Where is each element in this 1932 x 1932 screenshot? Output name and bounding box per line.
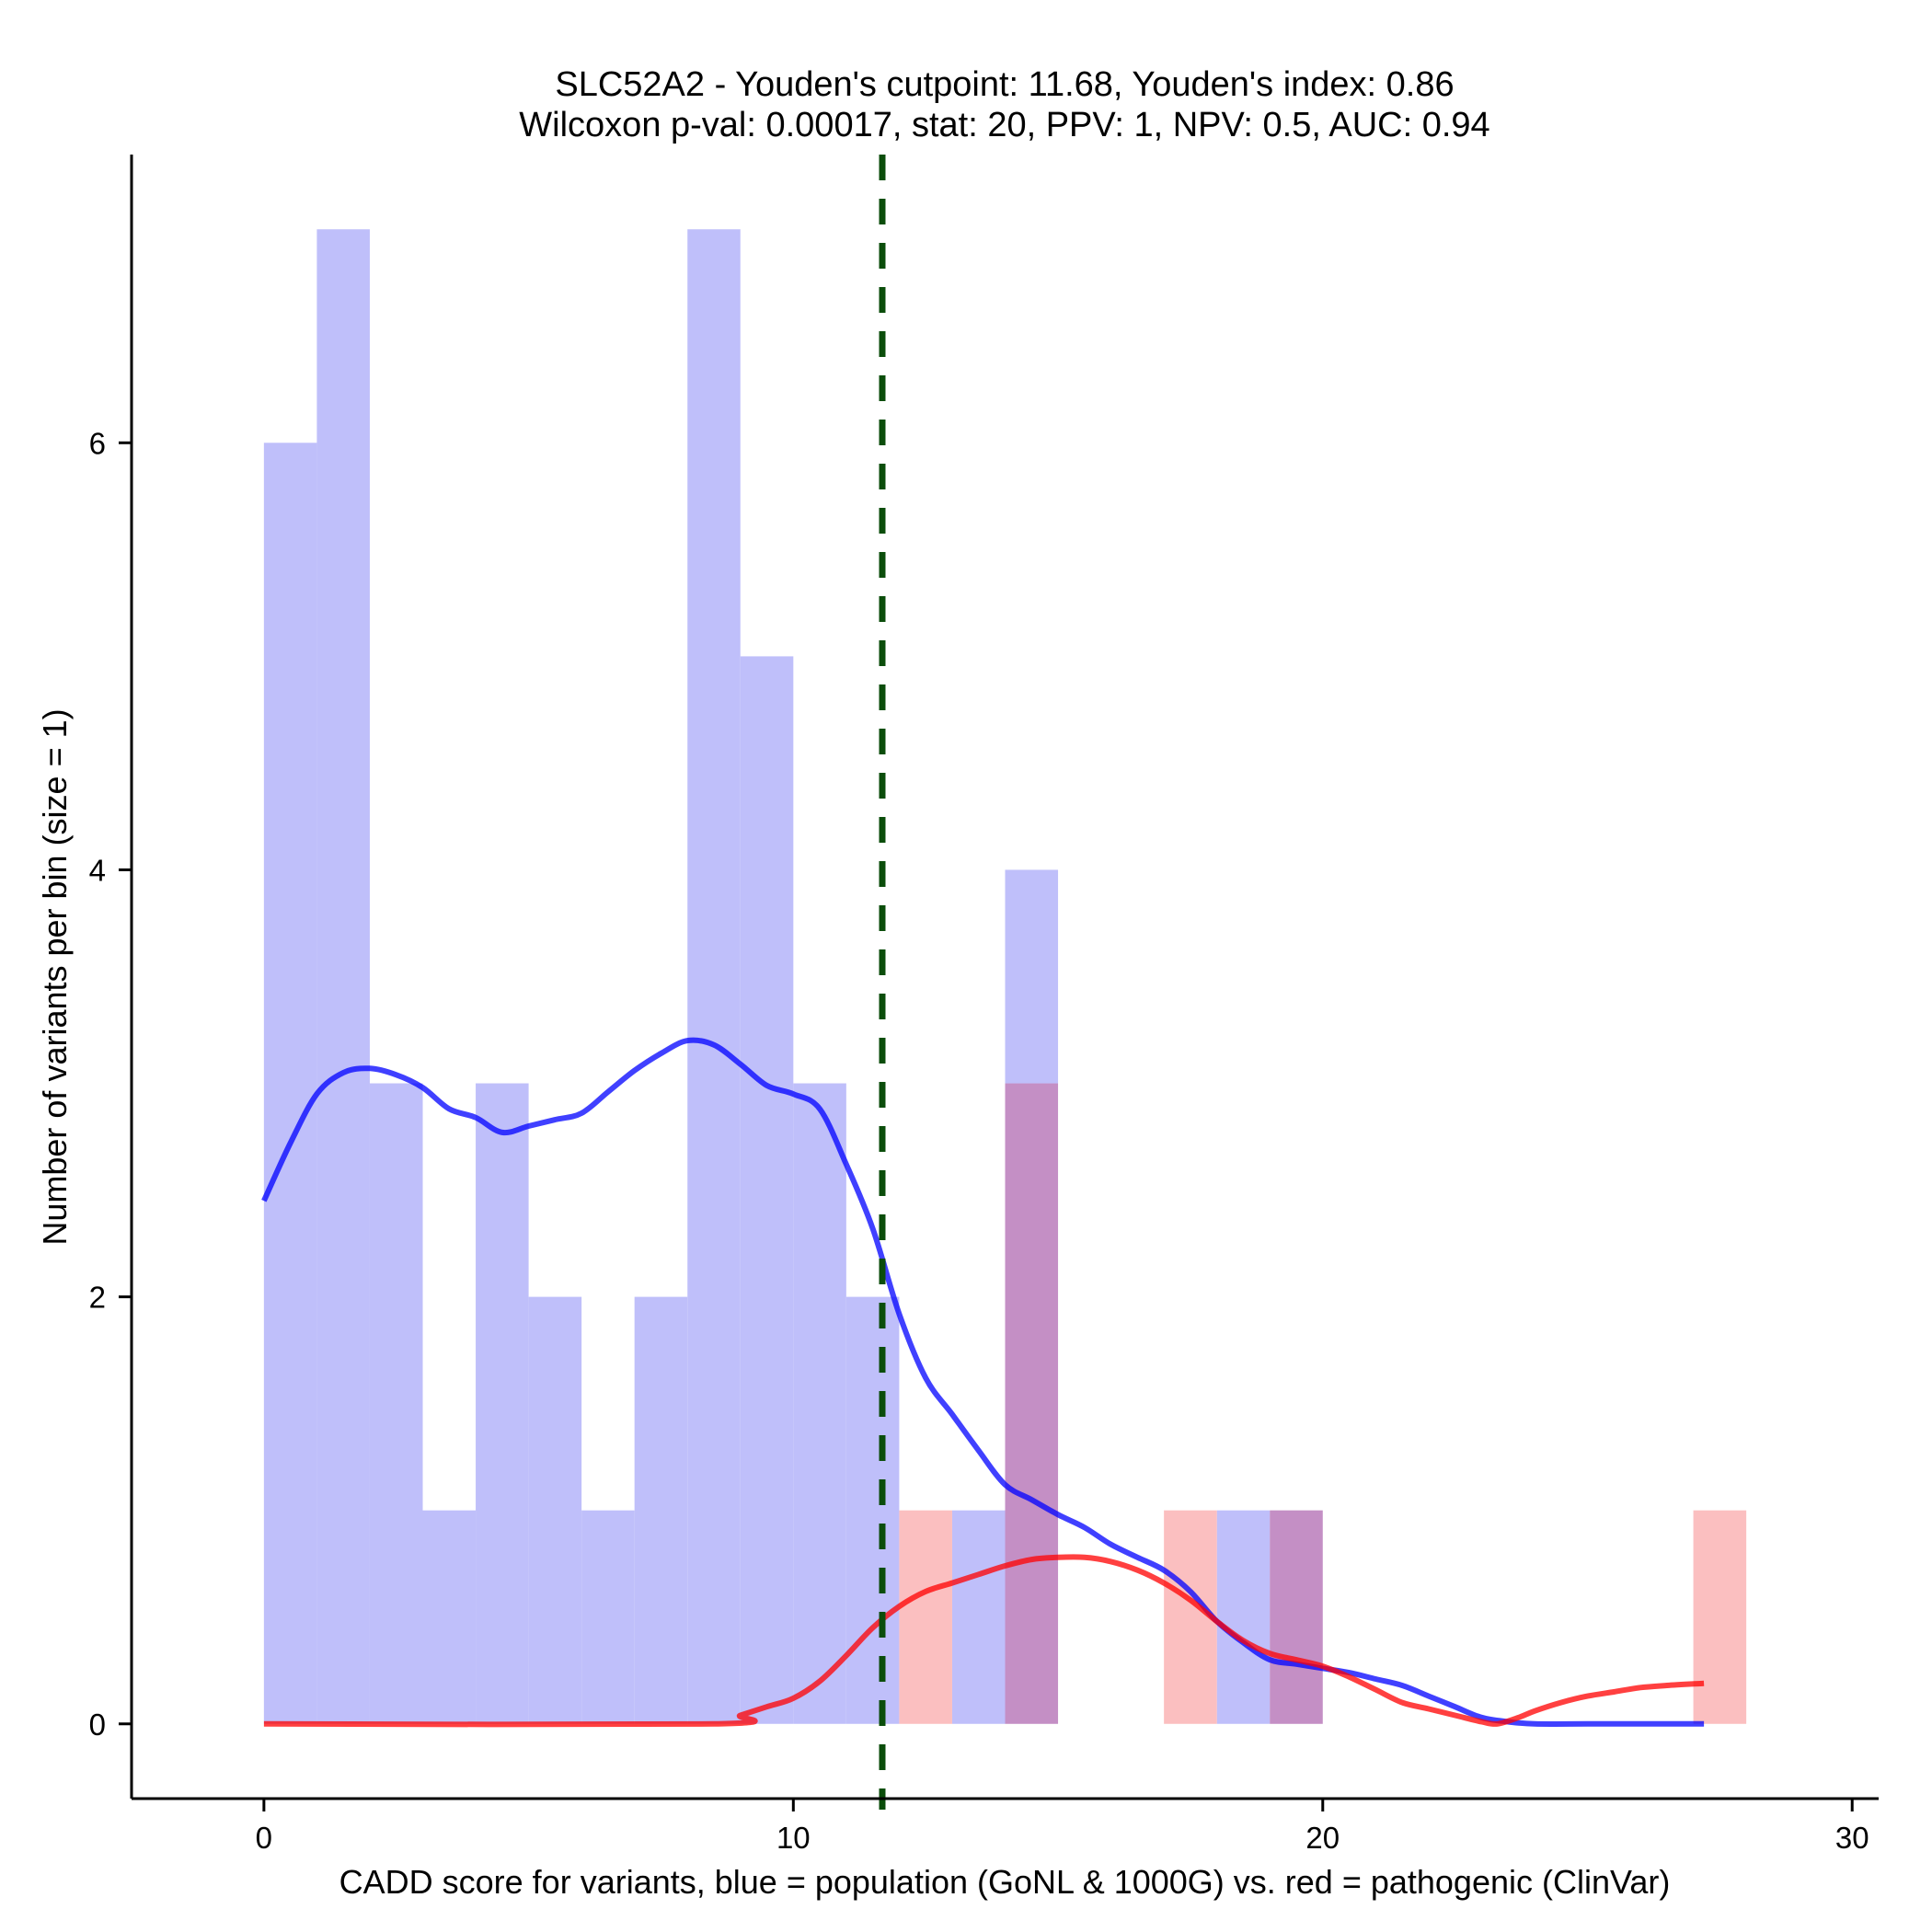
x-axis-label: CADD score for variants, blue = populati… — [339, 1863, 1671, 1901]
overlap-bar — [1005, 1083, 1059, 1724]
x-axis-ticks: 0 10 20 30 — [256, 1799, 1869, 1855]
pathogenic-bar — [1693, 1510, 1747, 1724]
population-bar — [528, 1296, 582, 1724]
population-bar — [951, 1510, 1006, 1724]
y-tick-label: 6 — [89, 426, 106, 460]
overlap-bar — [1270, 1510, 1323, 1724]
population-bar — [369, 1083, 423, 1724]
density-curves — [261, 1037, 1705, 1728]
population-bar — [687, 229, 741, 1724]
y-tick-label: 2 — [89, 1281, 106, 1315]
x-tick-label: 30 — [1835, 1821, 1869, 1855]
y-tick-label: 4 — [89, 853, 106, 887]
population-bar — [634, 1296, 688, 1724]
population-bar — [1216, 1510, 1271, 1724]
population-bar — [316, 229, 370, 1724]
population-density-line — [261, 1037, 1705, 1727]
x-tick-label: 0 — [256, 1821, 272, 1855]
population-bar — [793, 1083, 846, 1724]
chart-title-line1: SLC52A2 - Youden's cutpoint: 11.68, Youd… — [555, 65, 1454, 104]
population-bars — [263, 229, 1323, 1724]
y-axis-ticks: 0 2 4 6 — [89, 426, 132, 1742]
population-bar — [422, 1510, 477, 1724]
population-bar — [476, 1083, 529, 1724]
y-tick-label: 0 — [89, 1708, 106, 1742]
population-bar — [581, 1510, 635, 1724]
chart-title-line2: Wilcoxon p-val: 0.00017, stat: 20, PPV: … — [519, 106, 1489, 144]
y-axis-label: Number of variants per bin (size = 1) — [36, 708, 74, 1245]
x-tick-label: 10 — [776, 1821, 811, 1855]
population-bar — [845, 1296, 900, 1724]
pathogenic-bar — [899, 1510, 952, 1724]
x-tick-label: 20 — [1305, 1821, 1340, 1855]
pathogenic-density-line — [263, 1554, 1705, 1728]
population-bar — [263, 443, 317, 1724]
population-bar — [740, 656, 794, 1724]
population-bar — [1005, 869, 1059, 1084]
